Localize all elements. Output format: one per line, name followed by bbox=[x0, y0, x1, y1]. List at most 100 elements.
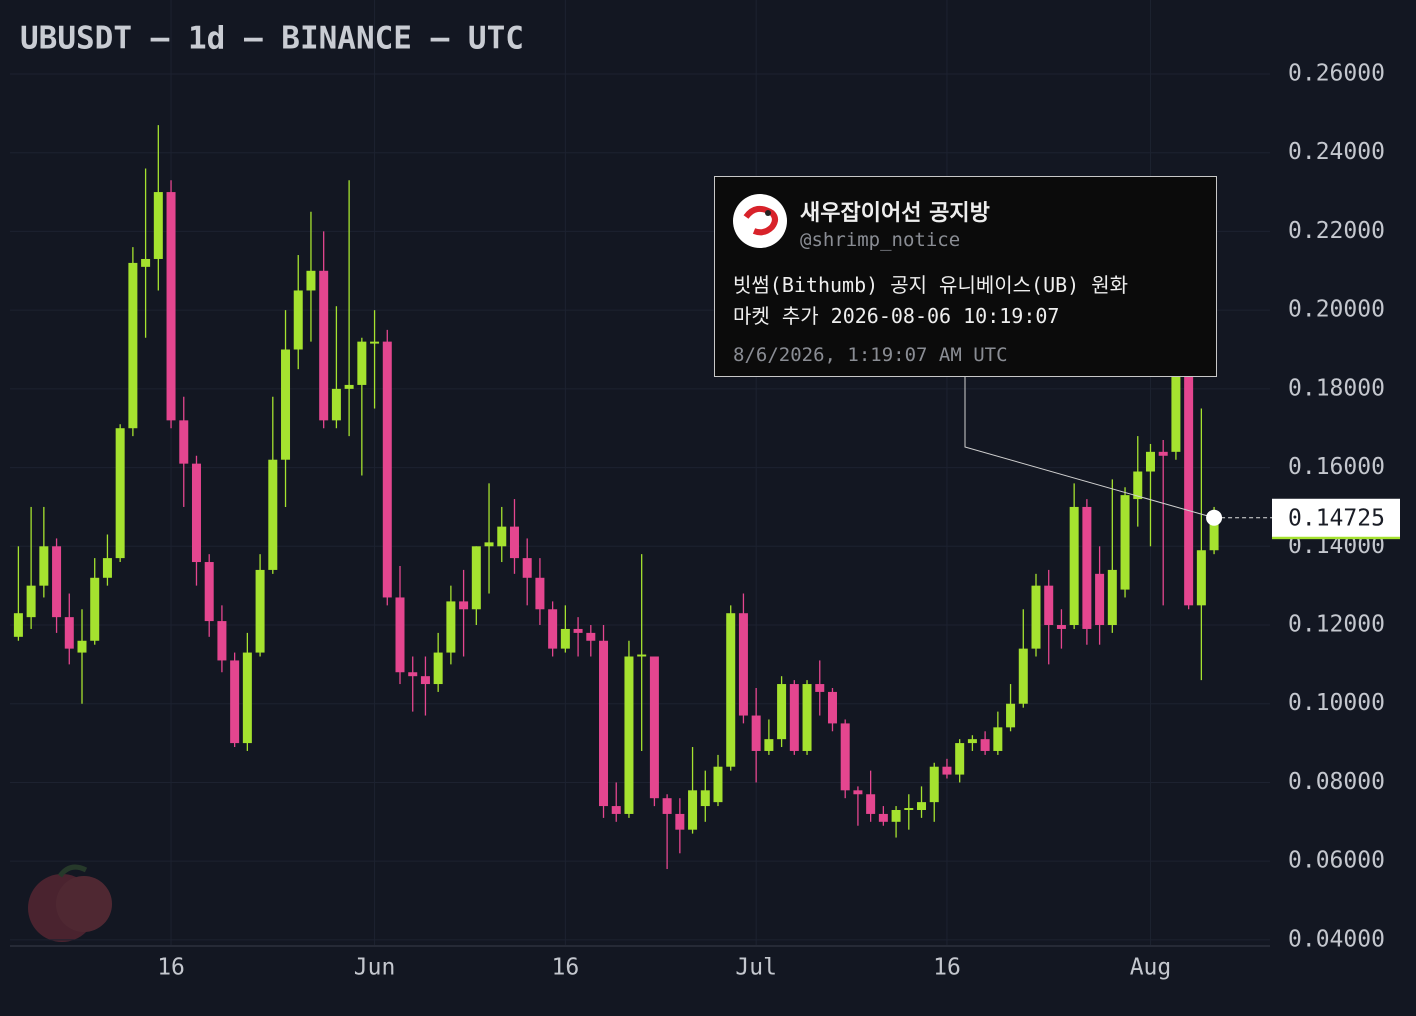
candle-body bbox=[141, 258, 151, 267]
candle-body bbox=[1196, 550, 1206, 606]
candle-body bbox=[955, 743, 965, 775]
candle-body bbox=[230, 660, 240, 744]
candle-body bbox=[866, 794, 876, 814]
candle-body bbox=[522, 558, 532, 578]
x-tick-label: 16 bbox=[933, 955, 961, 981]
annotation-handle: @shrimp_notice bbox=[800, 229, 961, 251]
x-tick-label: Jul bbox=[735, 955, 777, 981]
candle-body bbox=[917, 802, 927, 810]
candle-body bbox=[319, 270, 329, 421]
annotation-author: 새우잡이어선 공지방 bbox=[800, 201, 990, 226]
candle-body bbox=[1069, 506, 1079, 626]
candle-body bbox=[1184, 349, 1194, 606]
candle-body bbox=[420, 676, 430, 685]
candle-body bbox=[929, 766, 939, 803]
x-tick-label: Jun bbox=[354, 955, 396, 981]
candle-body bbox=[77, 640, 87, 653]
candle-body bbox=[1209, 520, 1219, 551]
crosshair-label: 0.14725 bbox=[1288, 505, 1385, 531]
candle-body bbox=[1044, 585, 1054, 626]
candle-body bbox=[1107, 569, 1117, 626]
candle-body bbox=[586, 632, 596, 641]
annotation-leader bbox=[964, 377, 1215, 519]
candle-body bbox=[153, 192, 163, 259]
candle-body bbox=[675, 813, 685, 830]
y-tick-label: 0.10000 bbox=[1288, 690, 1385, 716]
y-tick-label: 0.20000 bbox=[1288, 297, 1385, 323]
candle-body bbox=[281, 349, 291, 460]
candle-body bbox=[904, 808, 914, 810]
x-tick-label: Aug bbox=[1130, 955, 1172, 981]
candle-body bbox=[90, 577, 100, 641]
candle-body bbox=[726, 613, 736, 767]
candle-body bbox=[1095, 573, 1105, 626]
candle-body bbox=[662, 798, 672, 814]
candle-body bbox=[497, 526, 507, 547]
candle-body bbox=[331, 388, 341, 421]
candle-body bbox=[357, 341, 367, 385]
candle-body bbox=[293, 290, 303, 350]
candle-body bbox=[688, 790, 698, 830]
candle-body bbox=[484, 542, 494, 547]
y-tick-label: 0.24000 bbox=[1288, 139, 1385, 165]
x-tick-label: 16 bbox=[552, 955, 580, 981]
annotation-text: 빗썸(Bithumb) 공지 유니베이스(UB) 원화 bbox=[733, 273, 1129, 297]
candle-body bbox=[777, 684, 787, 740]
x-tick-label: 16 bbox=[157, 955, 185, 981]
candle-body bbox=[967, 739, 977, 744]
candle-body bbox=[713, 766, 723, 803]
candle-body bbox=[382, 341, 392, 598]
candle-body bbox=[102, 558, 112, 578]
candle-body bbox=[649, 656, 659, 799]
candle-body bbox=[548, 609, 558, 649]
y-tick-label: 0.06000 bbox=[1288, 848, 1385, 874]
y-tick-label: 0.08000 bbox=[1288, 769, 1385, 795]
candle-body bbox=[878, 813, 888, 822]
candle-body bbox=[891, 810, 901, 822]
candle-body bbox=[370, 341, 380, 344]
candle-body bbox=[204, 562, 214, 622]
candle-body bbox=[535, 577, 545, 610]
candle-body bbox=[815, 684, 825, 692]
candle-body bbox=[395, 597, 405, 673]
candle-body bbox=[1145, 451, 1155, 472]
candle-body bbox=[306, 270, 316, 291]
watermark bbox=[28, 864, 112, 942]
candle-body bbox=[13, 613, 23, 637]
candle-body bbox=[64, 617, 74, 649]
y-tick-label: 0.18000 bbox=[1288, 375, 1385, 401]
candle-body bbox=[1018, 648, 1028, 704]
candle-body bbox=[993, 727, 1003, 751]
candle-body bbox=[509, 526, 519, 559]
candle-body bbox=[459, 601, 469, 610]
candle-body bbox=[1031, 585, 1041, 649]
candle-body bbox=[1056, 625, 1066, 629]
candle-body bbox=[1171, 349, 1181, 452]
candle-body bbox=[637, 654, 647, 657]
candle-body bbox=[471, 546, 481, 610]
candle-body bbox=[344, 384, 354, 389]
y-tick-label: 0.16000 bbox=[1288, 454, 1385, 480]
candle-body bbox=[179, 420, 189, 464]
candle-body bbox=[980, 739, 990, 751]
candle-body bbox=[789, 684, 799, 751]
candle-body bbox=[191, 463, 201, 563]
candle-body bbox=[942, 766, 952, 775]
candle-body bbox=[1158, 451, 1168, 456]
chart-title: UBUSDT — 1d — BINANCE — UTC bbox=[20, 21, 524, 57]
annotation-tooltip: 새우잡이어선 공지방 @shrimp_notice 빗썸(Bithumb) 공지… bbox=[714, 176, 1217, 377]
candle-body bbox=[1006, 703, 1016, 728]
candle-body bbox=[166, 192, 176, 421]
candle-body bbox=[446, 601, 456, 653]
candle-body bbox=[217, 621, 227, 661]
candle-body bbox=[242, 652, 252, 744]
candle-body bbox=[853, 790, 863, 795]
crosshair-box bbox=[1272, 498, 1400, 537]
y-tick-label: 0.22000 bbox=[1288, 218, 1385, 244]
candle-body bbox=[599, 640, 609, 807]
candle-body bbox=[408, 672, 418, 677]
crosshair-dot bbox=[1206, 509, 1223, 526]
candle-body bbox=[433, 652, 443, 685]
candle-body bbox=[1133, 471, 1143, 500]
